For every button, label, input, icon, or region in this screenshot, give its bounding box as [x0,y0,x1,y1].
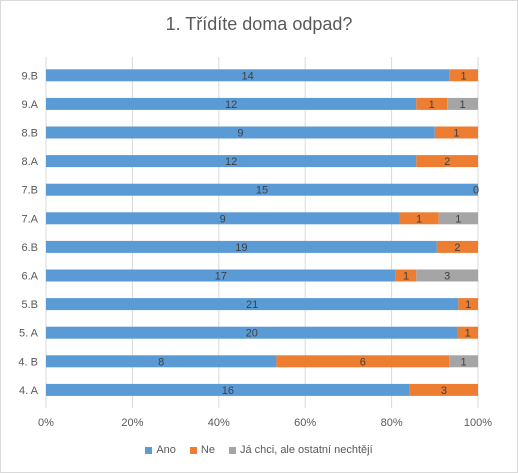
y-tick-label: 4. A [19,385,39,397]
bar-segment [46,155,417,168]
x-tick-label: 60% [294,417,316,429]
bar-segment [46,355,277,368]
bar-segment [276,355,450,368]
data-label: 1 [465,299,471,311]
y-tick-label: 7.B [21,185,38,197]
x-tick-label: 80% [381,417,403,429]
legend-item: Ne [189,444,215,456]
y-tick-label: 4. B [18,356,38,368]
data-label: 6 [360,356,366,368]
x-tick-label: 100% [464,417,492,429]
bar-segment [46,69,450,82]
data-label: 12 [225,156,237,168]
data-label: 20 [246,328,258,340]
y-tick-label: 9.A [21,99,38,111]
data-label: 19 [235,242,247,254]
data-label: 16 [222,385,234,397]
legend-item: Já chci, ale ostatní nechtějí [228,444,373,456]
bar-segment [447,97,478,110]
data-label: 1 [403,271,409,283]
y-tick-label: 9.B [21,70,38,82]
legend-swatch [228,446,236,454]
bar-segment [46,240,437,253]
y-tick-label: 8.B [21,128,38,140]
y-tick-label: 6.B [21,242,38,254]
y-tick-label: 5. A [19,328,39,340]
data-label: 0 [473,185,479,197]
data-label: 1 [429,99,435,111]
bar-segment [46,126,435,139]
bar-segment [46,97,417,110]
y-tick-label: 6.A [21,271,38,283]
chart-title: 1. Třídíte doma odpad? [165,14,353,34]
bar-segment [416,97,448,110]
bar-segment [46,326,458,339]
x-tick-label: 0% [38,417,54,429]
bar-segment [46,383,410,396]
data-label: 15 [256,185,268,197]
data-label: 17 [215,271,227,283]
legend-swatch [189,446,197,454]
bar-segment [46,183,478,196]
bar-segment [457,326,478,339]
bar-segment [399,212,439,225]
bar-segment [46,298,459,311]
legend-label: Já chci, ale ostatní nechtějí [239,444,373,456]
y-tick-label: 7.A [21,213,38,225]
legend-item: Ano [145,444,176,456]
bar-segment [46,269,396,282]
y-tick-label: 8.A [21,156,38,168]
data-label: 1 [455,213,461,225]
data-label: 2 [444,156,450,168]
data-label: 1 [416,213,422,225]
y-tick-label: 5.B [21,299,38,311]
bar-segment [416,269,478,282]
bar-segment [458,298,478,311]
data-label: 3 [441,385,447,397]
data-label: 12 [225,99,237,111]
bar-segment [436,240,478,253]
data-label: 3 [444,271,450,283]
data-label: 8 [158,356,164,368]
data-label: 1 [460,99,466,111]
data-label: 14 [241,70,253,82]
x-tick-label: 20% [121,417,143,429]
x-tick-label: 40% [208,417,230,429]
bar-segment [449,69,478,82]
data-label: 2 [454,242,460,254]
bar-segment [416,155,478,168]
legend-label: Ne [200,444,215,456]
data-label: 1 [453,128,459,140]
bar-segment [434,126,478,139]
data-label: 1 [461,356,467,368]
data-label: 1 [465,328,471,340]
chart-legend: Ano Ne Já chci, ale ostatní nechtějí [0,444,518,456]
legend-label: Ano [156,444,176,456]
data-label: 9 [237,128,243,140]
data-label: 1 [461,70,467,82]
bar-segment [449,355,478,368]
data-label: 9 [220,213,226,225]
bar-segment [409,383,478,396]
bar-segment [438,212,478,225]
bar-segment [46,212,400,225]
legend-swatch [145,446,153,454]
bar-segment [395,269,417,282]
data-label: 21 [246,299,258,311]
